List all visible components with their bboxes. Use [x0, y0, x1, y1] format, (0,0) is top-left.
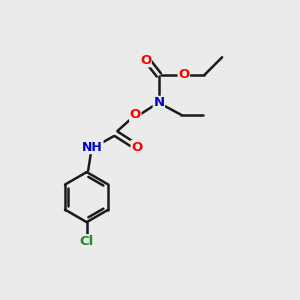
- Text: O: O: [131, 141, 142, 154]
- Text: NH: NH: [82, 141, 103, 154]
- Text: O: O: [178, 68, 190, 81]
- Text: Cl: Cl: [80, 235, 94, 248]
- Text: N: N: [153, 96, 164, 110]
- Text: O: O: [130, 108, 141, 121]
- Text: O: O: [140, 54, 151, 67]
